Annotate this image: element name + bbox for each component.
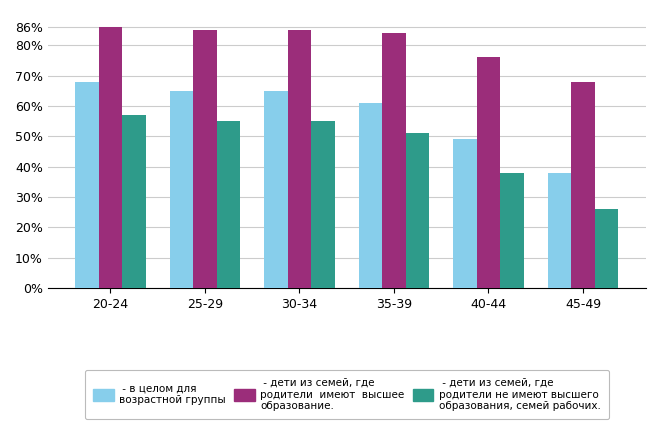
Bar — [288, 30, 311, 288]
Bar — [193, 30, 217, 288]
Bar — [170, 91, 193, 288]
Bar — [75, 82, 98, 288]
Bar — [477, 58, 500, 288]
Bar — [311, 121, 335, 288]
Bar — [264, 91, 288, 288]
Bar — [453, 140, 477, 288]
Bar — [595, 209, 618, 288]
Legend:  - в целом для
возрастной группы,  - дети из семей, где
родители  имеют  высшее
: - в целом для возрастной группы, - дети … — [84, 369, 609, 420]
Bar — [406, 133, 430, 288]
Bar — [98, 27, 122, 288]
Bar — [382, 33, 406, 288]
Bar — [571, 82, 595, 288]
Bar — [500, 173, 524, 288]
Bar — [358, 103, 382, 288]
Bar — [217, 121, 241, 288]
Bar — [547, 173, 571, 288]
Bar — [122, 115, 146, 288]
